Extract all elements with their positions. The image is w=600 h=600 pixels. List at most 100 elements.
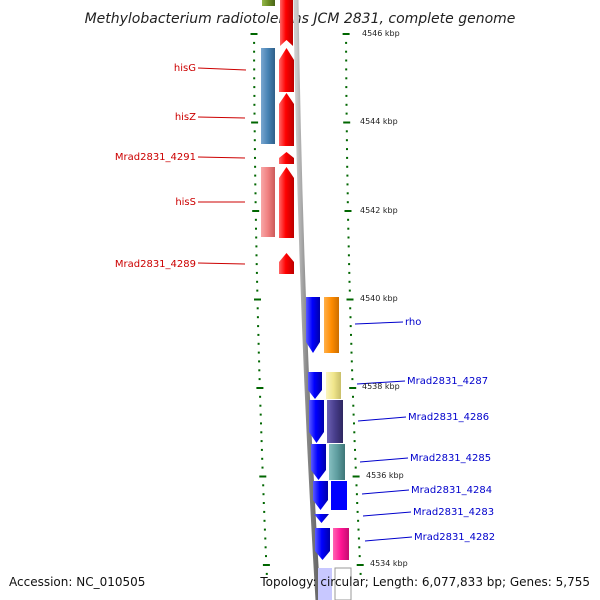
scale-minor-tick bbox=[346, 166, 348, 168]
scale-major-tick bbox=[254, 299, 261, 301]
gene-arrow-hisS[interactable] bbox=[279, 167, 294, 238]
scale-minor-tick bbox=[258, 352, 260, 354]
scale-minor-tick bbox=[348, 254, 350, 256]
scale-label-4540: 4540 kbp bbox=[360, 294, 398, 303]
scale-minor-tick bbox=[265, 546, 267, 548]
scale-minor-tick bbox=[356, 493, 358, 495]
cog-bar-4287 bbox=[326, 372, 341, 399]
scale-minor-tick bbox=[348, 237, 350, 239]
scale-major-tick bbox=[256, 387, 263, 389]
gene-label-hisZ[interactable]: hisZ bbox=[175, 112, 196, 123]
cog-bar-4284 bbox=[331, 481, 347, 510]
scale-minor-tick bbox=[353, 414, 355, 416]
scale-minor-tick bbox=[256, 254, 258, 256]
scale-minor-tick bbox=[254, 148, 256, 150]
scale-minor-tick bbox=[261, 458, 263, 460]
scale-minor-tick bbox=[352, 405, 354, 407]
scale-minor-tick bbox=[346, 130, 348, 132]
scale-minor-tick bbox=[257, 316, 259, 318]
label-line-4284 bbox=[362, 490, 409, 494]
scale-minor-tick bbox=[347, 192, 349, 194]
scale-major-tick bbox=[353, 476, 360, 478]
scale-minor-tick bbox=[264, 538, 266, 540]
scale-label-4542: 4542 kbp bbox=[360, 206, 398, 215]
scale-minor-tick bbox=[254, 183, 256, 185]
scale-labels: 4546 kbp 4544 kbp 4542 kbp 4540 kbp 4538… bbox=[360, 29, 408, 568]
label-line-4291 bbox=[198, 157, 245, 158]
scale-minor-tick bbox=[253, 51, 255, 53]
gene-label-Mrad2831_4289[interactable]: Mrad2831_4289 bbox=[115, 259, 196, 270]
scale-minor-tick bbox=[255, 237, 257, 239]
scale-minor-tick bbox=[257, 307, 259, 309]
scale-minor-tick bbox=[345, 86, 347, 88]
scale-minor-tick bbox=[348, 272, 350, 274]
cog-bar-4286 bbox=[327, 400, 343, 443]
scale-minor-tick bbox=[256, 281, 258, 283]
gene-label-Mrad2831_4291[interactable]: Mrad2831_4291 bbox=[115, 152, 196, 163]
gene-label-Mrad2831_4287[interactable]: Mrad2831_4287 bbox=[407, 376, 488, 387]
gene-label-Mrad2831_4282[interactable]: Mrad2831_4282 bbox=[414, 532, 495, 543]
scale-minor-tick bbox=[350, 334, 352, 336]
scale-minor-tick bbox=[254, 139, 256, 141]
scale-minor-tick bbox=[256, 272, 258, 274]
scale-minor-tick bbox=[253, 104, 255, 106]
scale-label-4536: 4536 kbp bbox=[366, 471, 404, 480]
gene-arrow-Mrad2831_4283[interactable] bbox=[314, 514, 329, 523]
scale-minor-tick bbox=[259, 378, 261, 380]
cog-features-reverse bbox=[261, 48, 275, 237]
scale-label-4538: 4538 kbp bbox=[362, 382, 400, 391]
gene-arrow-rho[interactable] bbox=[306, 297, 320, 353]
scale-minor-tick bbox=[263, 502, 265, 504]
gene-label-Mrad2831_4285[interactable]: Mrad2831_4285 bbox=[410, 453, 491, 464]
scale-minor-tick bbox=[351, 352, 353, 354]
scale-minor-tick bbox=[345, 95, 347, 97]
scale-minor-tick bbox=[346, 104, 348, 106]
gene-label-Mrad2831_4283[interactable]: Mrad2831_4283 bbox=[413, 507, 494, 518]
scale-minor-tick bbox=[264, 520, 266, 522]
scale-minor-tick bbox=[345, 42, 347, 44]
scale-minor-tick bbox=[359, 555, 361, 557]
scale-minor-tick bbox=[261, 440, 263, 442]
reverse-strand-genes bbox=[279, 48, 294, 274]
label-line-4282 bbox=[365, 537, 412, 541]
scale-minor-tick bbox=[346, 175, 348, 177]
gene-label-hisG[interactable]: hisG bbox=[174, 63, 196, 74]
scale-minor-tick bbox=[262, 467, 264, 469]
cog-bar-4282 bbox=[333, 528, 349, 560]
scale-minor-tick bbox=[264, 529, 266, 531]
scale-minor-tick bbox=[354, 458, 356, 460]
scale-minor-tick bbox=[354, 440, 356, 442]
scale-minor-tick bbox=[347, 183, 349, 185]
gene-arrow-Mrad2831_4287[interactable] bbox=[308, 372, 322, 399]
scale-minor-tick bbox=[345, 60, 347, 62]
scale-minor-tick bbox=[346, 157, 348, 159]
scale-minor-tick bbox=[257, 334, 259, 336]
scale-minor-tick bbox=[263, 493, 265, 495]
gene-arrow-Mrad2831_4284[interactable] bbox=[313, 481, 328, 510]
scale-minor-tick bbox=[355, 467, 357, 469]
scale-minor-tick bbox=[253, 68, 255, 70]
scale-minor-tick bbox=[347, 201, 349, 203]
scale-minor-tick bbox=[351, 378, 353, 380]
scale-minor-tick bbox=[255, 219, 257, 221]
gene-label-rho[interactable]: rho bbox=[405, 317, 421, 328]
gene-label-Mrad2831_4284[interactable]: Mrad2831_4284 bbox=[411, 485, 492, 496]
scale-major-tick bbox=[263, 564, 270, 566]
label-line-hisZ bbox=[198, 117, 245, 118]
scale-minor-tick bbox=[346, 113, 348, 115]
scale-minor-tick bbox=[253, 95, 255, 97]
gene-arrow-Mrad2831_4289[interactable] bbox=[279, 253, 294, 274]
scale-major-tick bbox=[349, 387, 356, 389]
gene-label-Mrad2831_4286[interactable]: Mrad2831_4286 bbox=[408, 412, 489, 423]
gene-arrow-hisZ[interactable] bbox=[279, 93, 294, 146]
scale-minor-tick bbox=[352, 396, 354, 398]
scale-minor-tick bbox=[253, 77, 255, 79]
scale-minor-tick bbox=[255, 192, 257, 194]
gene-label-hisS[interactable]: hisS bbox=[175, 197, 196, 208]
scale-minor-tick bbox=[254, 157, 256, 159]
scale-major-tick bbox=[343, 122, 350, 124]
gene-arrow-hisG[interactable] bbox=[279, 48, 294, 92]
gene-arrow-Mrad2831_4291[interactable] bbox=[279, 152, 294, 164]
scale-minor-tick bbox=[253, 86, 255, 88]
forward-gene-labels: rho Mrad2831_4287 Mrad2831_4286 Mrad2831… bbox=[355, 317, 495, 543]
